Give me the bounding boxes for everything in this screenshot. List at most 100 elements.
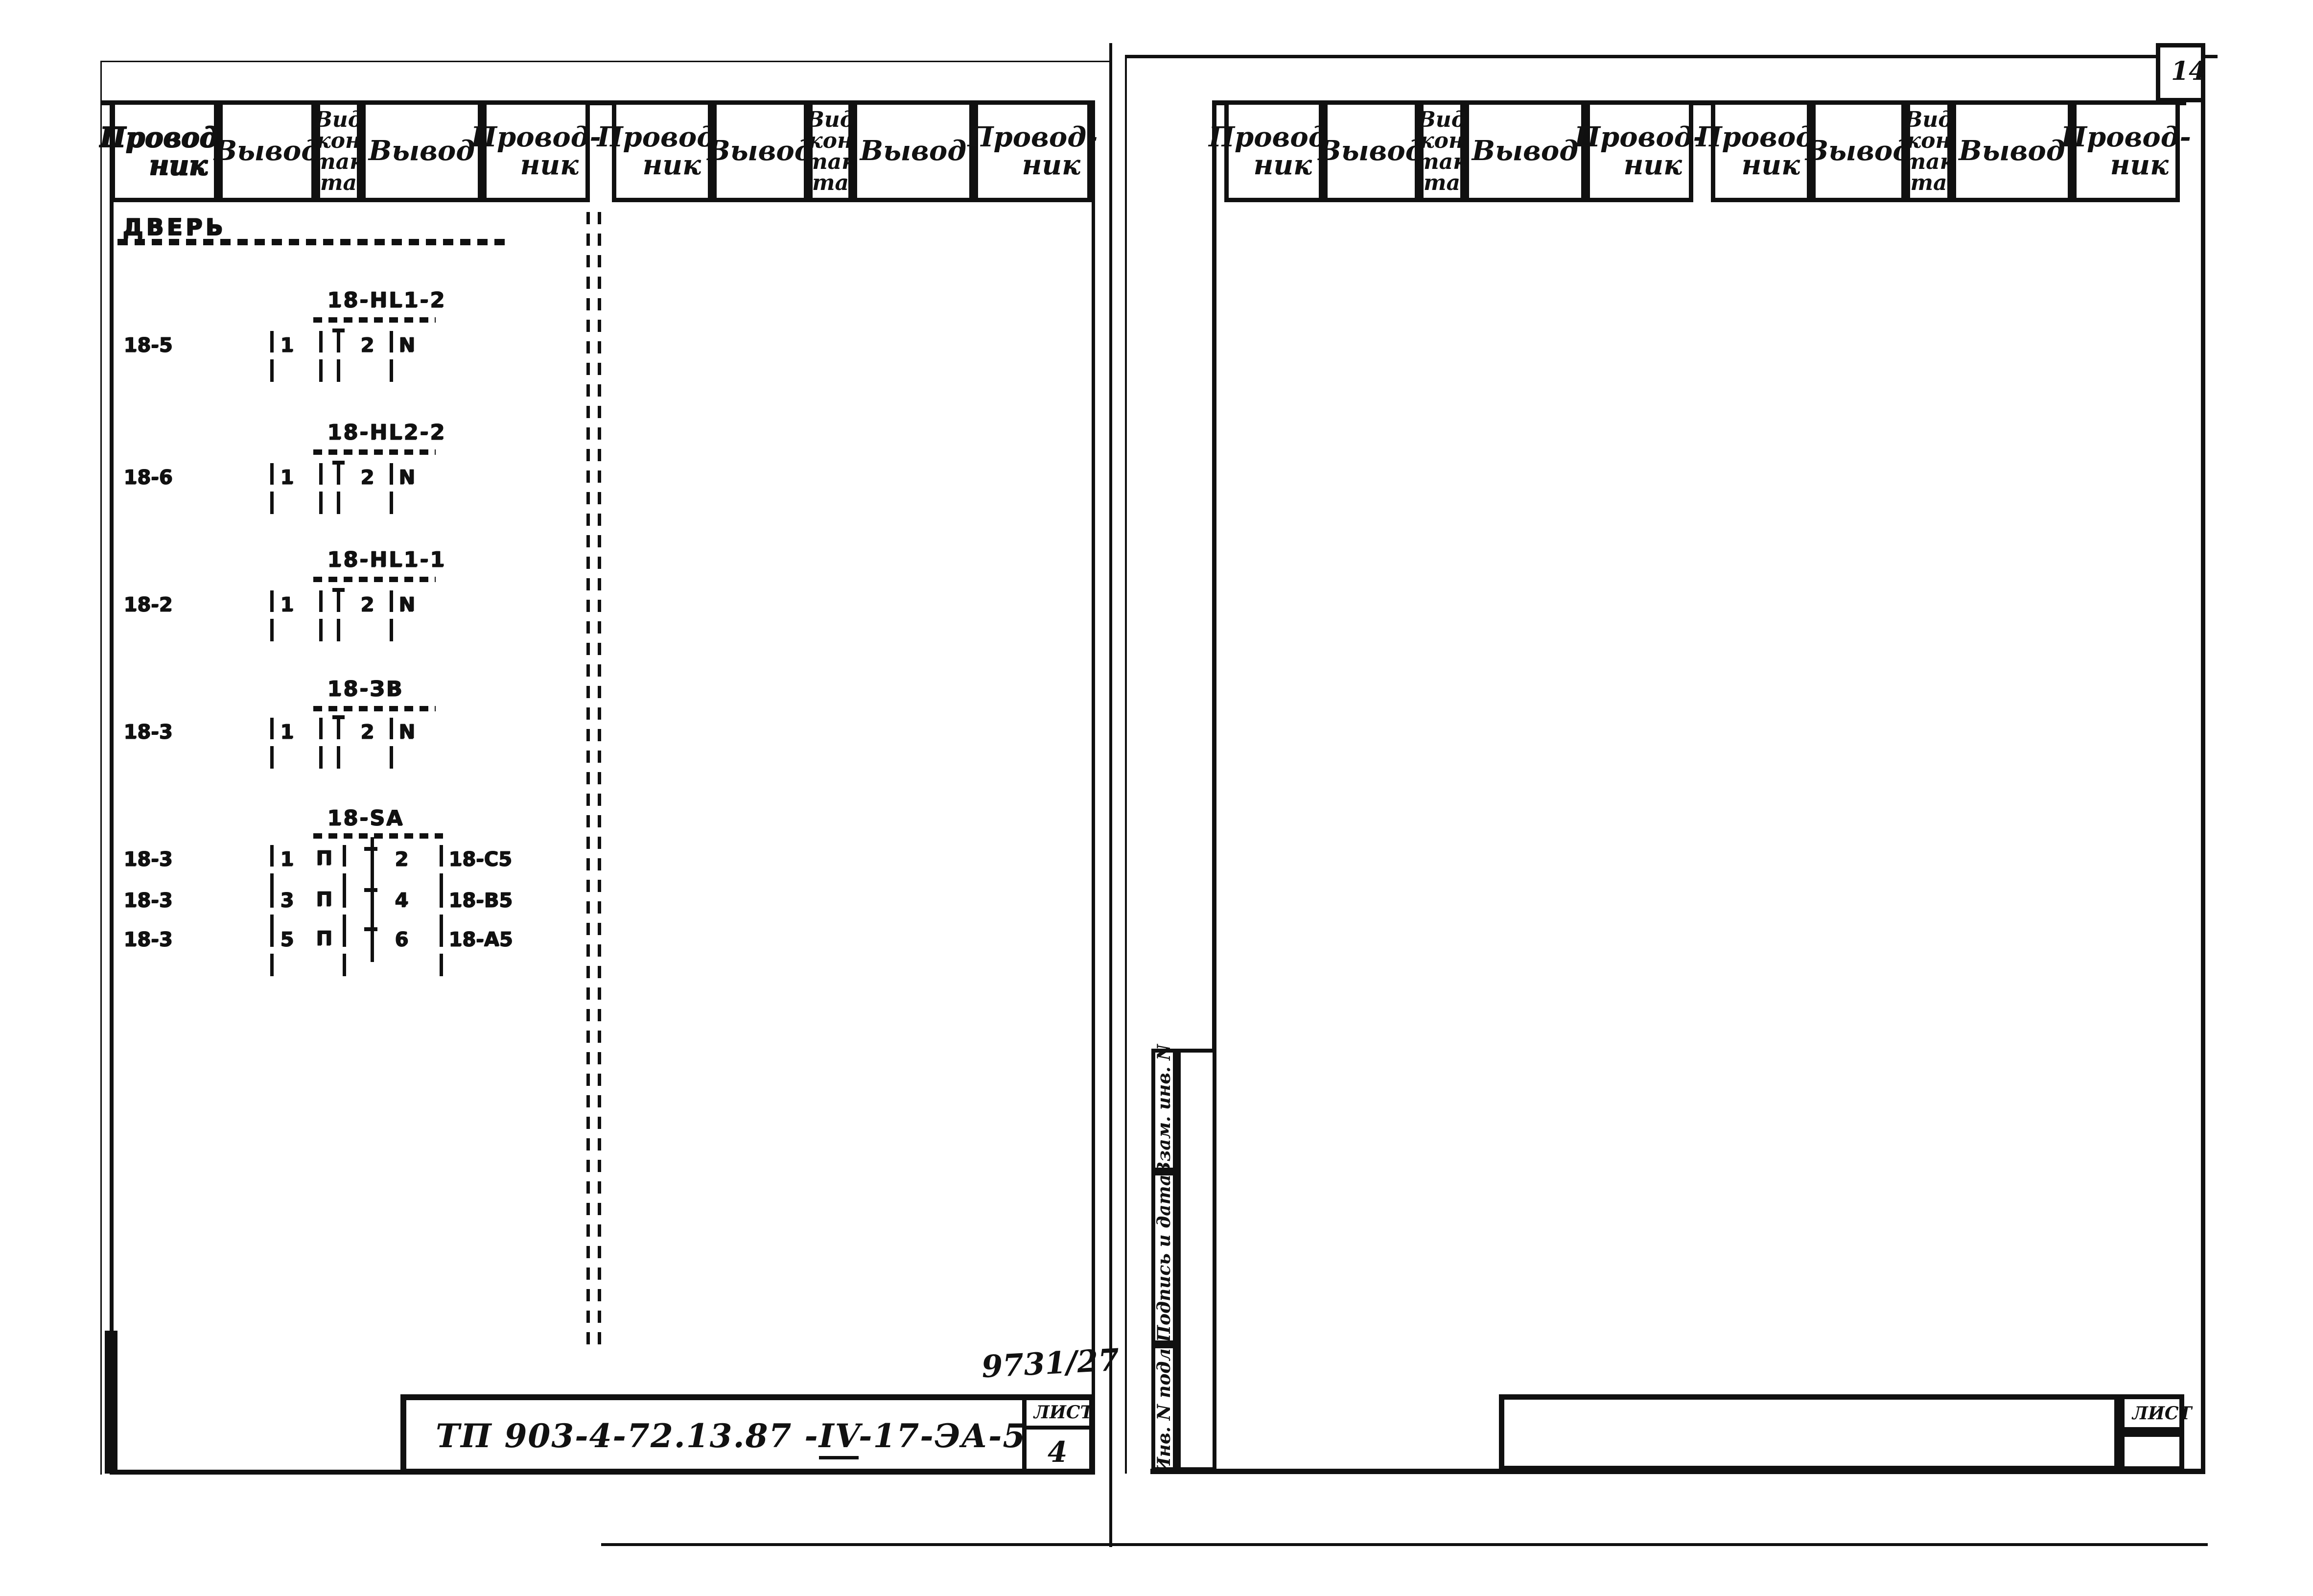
wire-label: N xyxy=(398,721,415,743)
header-cell: Вид кон так та xyxy=(1416,100,1468,202)
device-dashed-line xyxy=(313,577,436,582)
right-page-left-edge-thin xyxy=(1125,56,1127,1474)
wire-label: N xyxy=(398,593,415,616)
header-cell: Провод-ник xyxy=(1696,100,1826,202)
conductor-label: 18-3 xyxy=(123,889,173,912)
header-label: та xyxy=(1910,170,1947,196)
sheet-label: ЛИСТ xyxy=(1034,1402,1094,1423)
terminal-bar xyxy=(270,718,274,769)
header-label: Вывод xyxy=(1318,135,1425,167)
header-label: кон xyxy=(1906,128,1951,153)
conductor-label: 18-3 xyxy=(123,928,173,951)
device-dashed-line xyxy=(313,833,443,839)
terminal-bar xyxy=(270,886,274,937)
terminal-bar xyxy=(270,845,274,896)
right-page-right-border xyxy=(2201,45,2205,1474)
header-label: Вывод xyxy=(213,135,321,167)
side-stamp-cell-podpis: Подпись и дата xyxy=(1151,1172,1177,1344)
header-cell: Вывод xyxy=(361,100,482,202)
contact-type-symbol: П xyxy=(316,888,332,911)
header-label: Провод- xyxy=(1209,120,1339,153)
scan-bottom-edge xyxy=(601,1543,2208,1546)
feeder-dashed-line-1 xyxy=(586,212,590,1350)
header-cell: Вывод xyxy=(1318,100,1425,202)
left-page-left-edge-thin xyxy=(100,61,102,1475)
center-fold-line xyxy=(1109,43,1112,1547)
header-label: Провод- xyxy=(597,120,727,153)
contact-tick xyxy=(364,888,377,892)
title-block: ТП 903-4-72.13.87 -IV-17-ЭА-5 ЛИСТ 4 xyxy=(400,1394,1095,1475)
terminal-bar xyxy=(390,331,393,382)
terminal-number: 1 xyxy=(280,593,294,616)
header-cell: Провод-ник xyxy=(1574,100,1705,202)
terminal-bar xyxy=(270,925,274,976)
page-number: 14 xyxy=(2171,56,2207,86)
side-stamp-label: Инв. N подл. xyxy=(1154,1342,1174,1474)
header-label: Вид xyxy=(1904,107,1953,132)
doc-code: ТП 903-4-72.13.87 -IV-17-ЭА-5 xyxy=(436,1417,1027,1459)
device-dashed-line xyxy=(313,706,436,711)
header-cell: Вывод xyxy=(1805,100,1912,202)
side-stamp: Взам. инв. N Подпись и дата Инв. N подл. xyxy=(1151,1044,1216,1474)
terminal-bar xyxy=(270,331,274,382)
device-title: 18-ЗВ xyxy=(327,677,404,701)
header-label: Вид xyxy=(314,107,363,132)
right-page-top-border xyxy=(1125,55,2218,58)
conductor-label: 18-6 xyxy=(123,466,173,489)
contact-bar xyxy=(343,925,346,976)
handwritten-doc-number: 9731/27 xyxy=(981,1341,1121,1385)
section-wire-dotted-line xyxy=(117,239,507,245)
header-label: ник xyxy=(1623,149,1682,181)
right-page-bottom-border xyxy=(1150,1469,2205,1474)
header-label: та xyxy=(1423,170,1461,196)
right-page: 14 Провод-ник Вывод Вид кон так та Вывод Провод… xyxy=(1111,0,2313,1596)
right-sheet-label-cell: ЛИСТ xyxy=(2120,1394,2192,1432)
lamp-bar-capped xyxy=(332,715,345,769)
terminal-number: 2 xyxy=(360,466,374,489)
header-cell: Вывод xyxy=(1952,100,2072,202)
scan-artifact-bar xyxy=(105,1331,117,1474)
contact-tick xyxy=(364,927,377,931)
header-label: Провод- xyxy=(471,120,601,153)
header-label: так xyxy=(1416,149,1468,174)
doc-code-roman: IV xyxy=(818,1417,859,1459)
terminal-bar xyxy=(270,590,274,641)
terminal-number: 1 xyxy=(280,848,294,870)
doc-code-prefix: ТП 903-4-72.13.87 - xyxy=(436,1417,819,1455)
terminal-bar xyxy=(390,463,393,514)
lamp-bar xyxy=(319,331,323,382)
header-cell: Вывод xyxy=(853,100,974,202)
header-cell: Вид кон так та xyxy=(313,100,364,202)
side-stamp-label: Взам. инв. N xyxy=(1154,1044,1174,1176)
terminal-bar xyxy=(270,463,274,514)
header-label: ник xyxy=(642,149,701,181)
left-page: Провод-ник Вывод Вид кон так та Вывод Провод-ни… xyxy=(0,0,1120,1596)
header-label: Вывод xyxy=(368,135,475,167)
header-label: та xyxy=(812,170,849,196)
lamp-bar-capped xyxy=(332,329,345,382)
terminal-number: 6 xyxy=(395,928,408,951)
header-cell: Провод-ник xyxy=(471,100,601,202)
left-header-topline xyxy=(100,100,1095,105)
terminal-number: 1 xyxy=(280,721,294,743)
left-page-right-border xyxy=(1092,100,1095,1474)
contact-type-symbol: П xyxy=(316,847,332,869)
header-cell: Вид кон так та xyxy=(805,100,856,202)
conductor-label: 18-3 xyxy=(123,721,173,743)
sheet-number: 4 xyxy=(1048,1435,1068,1469)
terminal-number: 2 xyxy=(360,721,374,743)
header-cell: Вывод xyxy=(214,100,320,202)
wire-label: 18-А5 xyxy=(448,928,513,951)
header-label: Провод- xyxy=(967,120,1098,153)
header-label: та xyxy=(320,170,357,196)
terminal-number: 2 xyxy=(360,334,374,356)
header-label: так xyxy=(805,149,856,174)
terminal-number: 1 xyxy=(280,334,294,356)
doc-code-suffix: -17-ЭА-5 xyxy=(859,1417,1027,1455)
conductor-label: 18-5 xyxy=(123,334,173,356)
header-label: Вывод xyxy=(1472,135,1579,167)
header-label: кон xyxy=(1419,128,1465,153)
header-label: так xyxy=(313,149,364,174)
header-label: Вывод xyxy=(860,135,967,167)
contact-common-line xyxy=(371,837,374,962)
